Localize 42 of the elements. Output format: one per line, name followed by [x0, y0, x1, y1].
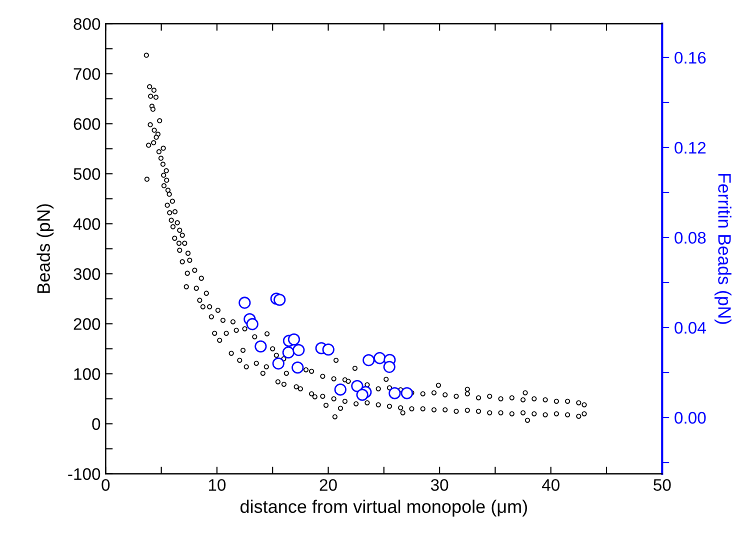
point — [292, 344, 305, 356]
point — [400, 387, 414, 400]
x-tick-label: 10 — [208, 479, 226, 491]
x-tick-label: 0 — [102, 479, 110, 491]
y-tick-label: 700 — [74, 68, 100, 80]
y-tick-label: 800 — [74, 18, 100, 30]
point — [272, 357, 284, 370]
point — [356, 388, 368, 401]
x-axis-title: distance from virtual monopole (μm) — [240, 500, 527, 517]
point — [351, 380, 364, 392]
y-tick-label: 400 — [73, 218, 100, 230]
point — [292, 361, 304, 374]
y2-tick-label: 0.04 — [674, 322, 706, 334]
point — [246, 318, 258, 330]
y-tick-label: 500 — [74, 168, 100, 180]
y-tick-label: 0 — [92, 418, 100, 430]
point — [274, 294, 286, 306]
point — [322, 343, 334, 356]
y-axis-title: Beads (pN) — [36, 204, 54, 293]
y-tick-label: 300 — [74, 268, 100, 280]
x-tick-label: 30 — [430, 479, 448, 491]
y2-tick-label: 0.08 — [674, 232, 706, 244]
y-tick-label: 200 — [74, 318, 100, 330]
point — [254, 340, 267, 352]
y-tick-label: -100 — [68, 468, 100, 480]
x-tick-label: 40 — [542, 479, 560, 491]
point — [374, 352, 386, 364]
x-tick-label: 50 — [654, 479, 671, 491]
y2-axis-title: Ferritin Beads (pN) — [714, 174, 732, 324]
point — [238, 296, 251, 309]
y-tick-label: 600 — [74, 118, 100, 130]
y2-tick-label: 0.00 — [674, 412, 706, 424]
x-tick-label: 20 — [320, 479, 337, 491]
point — [388, 387, 401, 400]
y2-tick-label: 0.12 — [674, 142, 706, 154]
point — [362, 354, 375, 366]
point — [288, 333, 300, 346]
point — [383, 360, 396, 373]
point — [334, 384, 346, 396]
y2-tick-label: 0.16 — [674, 52, 706, 64]
point — [282, 346, 294, 359]
y-tick-label: 100 — [74, 368, 100, 380]
